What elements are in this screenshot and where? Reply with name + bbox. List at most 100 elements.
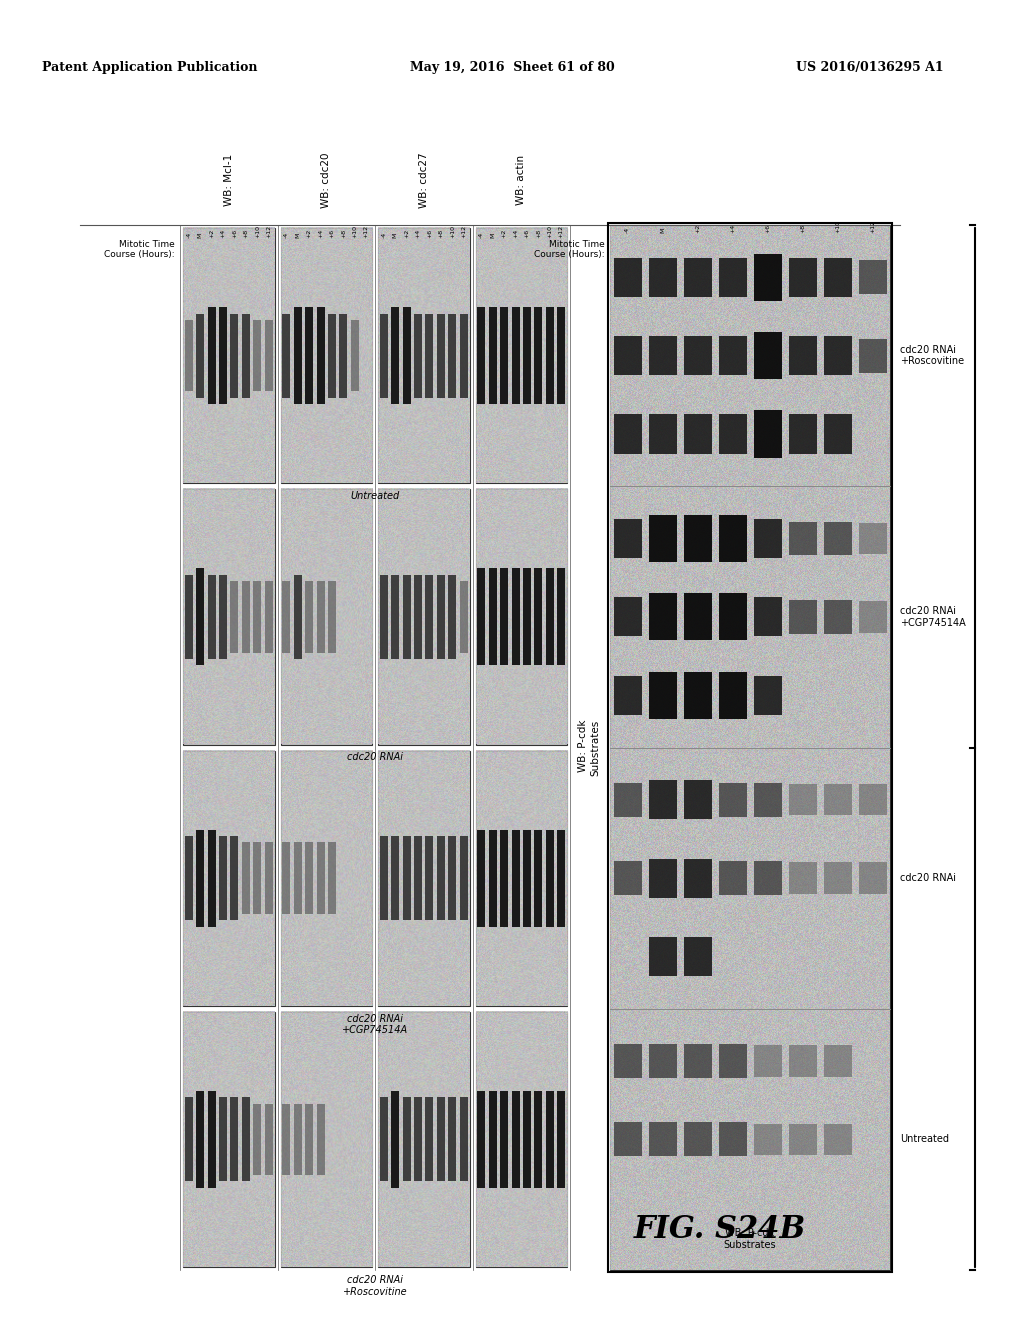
- Text: +10: +10: [255, 224, 260, 238]
- Bar: [305, 581, 313, 652]
- Bar: [823, 521, 852, 556]
- Bar: [719, 594, 746, 640]
- Bar: [648, 414, 677, 454]
- Bar: [823, 784, 852, 816]
- Bar: [414, 836, 422, 920]
- Bar: [648, 515, 677, 562]
- Bar: [858, 260, 887, 294]
- Bar: [316, 308, 325, 404]
- Text: cdc20 RNAi: cdc20 RNAi: [900, 873, 956, 883]
- Bar: [488, 830, 497, 927]
- Bar: [512, 569, 519, 665]
- Text: Mitotic Time
Course (Hours):: Mitotic Time Course (Hours):: [104, 240, 175, 260]
- Bar: [823, 1123, 852, 1155]
- Bar: [283, 842, 290, 913]
- Bar: [648, 337, 677, 375]
- Bar: [253, 1104, 261, 1175]
- Bar: [242, 1097, 250, 1181]
- Bar: [488, 569, 497, 665]
- Bar: [219, 836, 227, 920]
- Bar: [754, 783, 781, 817]
- Bar: [305, 308, 313, 404]
- Text: +2: +2: [209, 228, 214, 238]
- Text: +12: +12: [461, 224, 466, 238]
- Text: Mitotic Time
Course (Hours):: Mitotic Time Course (Hours):: [535, 240, 605, 260]
- Bar: [183, 490, 274, 744]
- Bar: [683, 1044, 712, 1078]
- Bar: [754, 861, 781, 895]
- Bar: [294, 308, 302, 404]
- Bar: [378, 751, 469, 1006]
- Bar: [402, 836, 411, 920]
- Bar: [754, 253, 781, 301]
- Bar: [613, 676, 641, 715]
- Bar: [183, 228, 274, 483]
- Text: +6: +6: [524, 228, 529, 238]
- Bar: [719, 257, 746, 297]
- Bar: [613, 414, 641, 454]
- Bar: [391, 1090, 399, 1188]
- Text: +8: +8: [800, 224, 805, 234]
- Bar: [294, 842, 302, 913]
- Bar: [328, 842, 336, 913]
- Bar: [648, 594, 677, 640]
- Bar: [197, 1090, 204, 1188]
- Bar: [380, 574, 388, 659]
- Bar: [339, 314, 347, 397]
- Bar: [305, 842, 313, 913]
- Bar: [253, 842, 261, 913]
- Bar: [788, 257, 816, 297]
- Text: Untreated: Untreated: [350, 491, 399, 502]
- Bar: [449, 574, 457, 659]
- Bar: [683, 672, 712, 719]
- Bar: [316, 842, 325, 913]
- Text: +12: +12: [559, 224, 564, 238]
- Bar: [823, 337, 852, 375]
- Text: -4: -4: [381, 232, 386, 238]
- Bar: [608, 223, 892, 1272]
- Bar: [557, 830, 565, 927]
- Bar: [546, 830, 554, 927]
- Bar: [294, 1104, 302, 1175]
- Bar: [500, 1090, 508, 1188]
- Bar: [823, 1045, 852, 1077]
- Bar: [184, 836, 193, 920]
- Bar: [683, 594, 712, 640]
- Text: +4: +4: [513, 228, 518, 238]
- Text: WB: P-cdk
Substrates: WB: P-cdk Substrates: [579, 719, 600, 776]
- Bar: [208, 1090, 216, 1188]
- Bar: [437, 836, 444, 920]
- Bar: [683, 414, 712, 454]
- Bar: [230, 314, 239, 397]
- Bar: [546, 1090, 554, 1188]
- Bar: [391, 574, 399, 659]
- Bar: [683, 257, 712, 297]
- Text: +2: +2: [695, 224, 700, 234]
- Bar: [788, 337, 816, 375]
- Text: -4: -4: [625, 227, 630, 234]
- Bar: [754, 1045, 781, 1077]
- Bar: [613, 597, 641, 636]
- Bar: [613, 861, 641, 895]
- Bar: [219, 574, 227, 659]
- Bar: [414, 314, 422, 397]
- Bar: [380, 314, 388, 397]
- Bar: [316, 581, 325, 652]
- Text: +6: +6: [765, 224, 770, 234]
- Bar: [788, 1123, 816, 1155]
- Text: -4: -4: [284, 232, 289, 238]
- Bar: [683, 937, 712, 975]
- Bar: [351, 319, 358, 391]
- Bar: [719, 1122, 746, 1156]
- Bar: [477, 830, 485, 927]
- Bar: [719, 861, 746, 895]
- Text: +2: +2: [404, 228, 410, 238]
- Bar: [183, 1011, 274, 1267]
- Bar: [281, 1011, 372, 1267]
- Bar: [858, 784, 887, 816]
- Bar: [477, 1090, 485, 1188]
- Bar: [788, 414, 816, 454]
- Text: +8: +8: [341, 228, 346, 238]
- Bar: [460, 581, 468, 652]
- Text: +6: +6: [330, 228, 335, 238]
